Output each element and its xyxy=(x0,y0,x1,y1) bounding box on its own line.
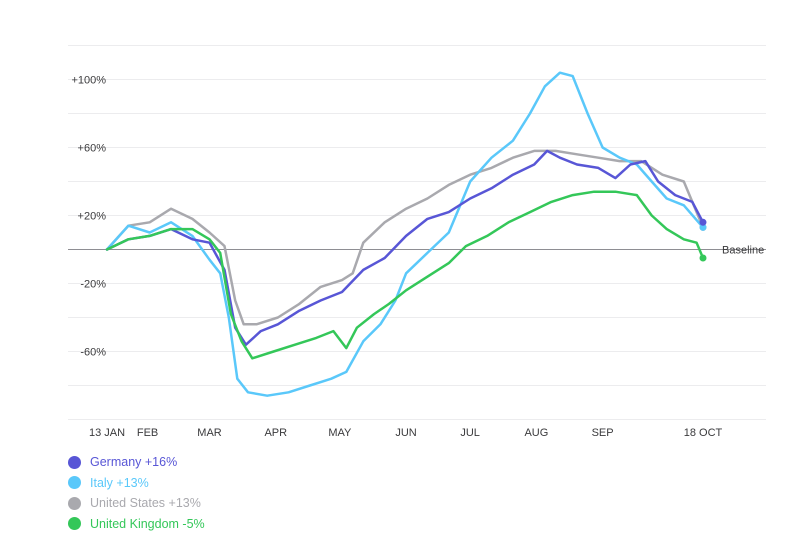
series-line xyxy=(105,190,705,360)
y-tick-label: +20% xyxy=(78,211,107,223)
legend-item: Italy +13% xyxy=(68,473,205,494)
legend-dot xyxy=(68,496,81,510)
x-tick-label: SEP xyxy=(592,427,614,439)
legend-item: United States +13% xyxy=(68,493,205,514)
legend-label: Germany +16% xyxy=(90,455,178,470)
y-tick-label: +60% xyxy=(78,143,107,155)
x-tick-label: JUN xyxy=(395,427,416,439)
series-end-dot xyxy=(699,218,707,226)
series-line xyxy=(105,149,705,346)
x-tick-label: FEB xyxy=(137,427,158,439)
x-tick-label: MAR xyxy=(197,427,222,439)
x-tick-label: 18 OCT xyxy=(684,427,723,439)
legend-item: Germany +16% xyxy=(68,452,205,473)
y-axis-ticks: +100% +60% +20% -20% -60% xyxy=(71,75,106,359)
series-end-dot xyxy=(699,223,707,231)
baseline-label: Baseline xyxy=(722,245,764,257)
series-end-dot xyxy=(699,254,707,262)
series-line xyxy=(105,149,705,326)
x-tick-label: MAY xyxy=(328,427,352,439)
legend-label: United States +13% xyxy=(90,496,201,511)
x-tick-label: APR xyxy=(264,427,287,439)
legend-dot xyxy=(68,455,81,469)
legend-dot xyxy=(68,517,81,531)
legend: Germany +16% Italy +13% United States +13%… xyxy=(68,452,205,534)
x-tick-label: 13 JAN xyxy=(89,427,125,439)
legend-dot xyxy=(68,476,81,490)
series-end-dots xyxy=(699,218,707,262)
y-tick-label: +100% xyxy=(71,75,106,87)
legend-label: Italy +13% xyxy=(90,475,149,490)
series-lines xyxy=(105,71,705,397)
x-tick-label: AUG xyxy=(524,427,548,439)
y-tick-label: -60% xyxy=(80,347,106,359)
x-tick-label: JUL xyxy=(460,427,480,439)
x-axis-ticks: 13 JAN FEB MAR APR MAY JUN JUL AUG SEP 18 OCT xyxy=(89,427,723,439)
y-tick-label: -20% xyxy=(80,279,106,291)
legend-label: United Kingdom -5% xyxy=(90,516,205,531)
series-line xyxy=(105,71,705,397)
legend-item: United Kingdom -5% xyxy=(68,514,205,535)
grid-lines xyxy=(68,45,766,420)
